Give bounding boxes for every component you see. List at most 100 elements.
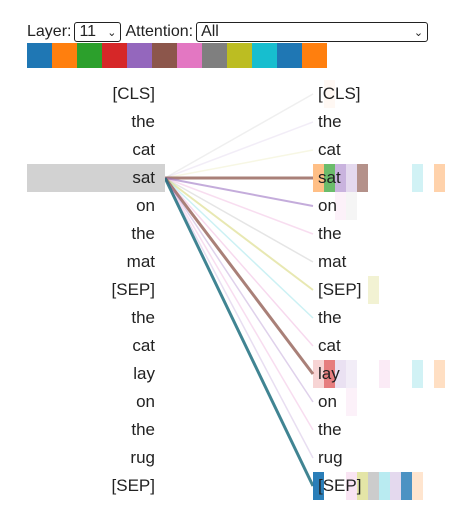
- left-token-text: lay: [133, 364, 155, 383]
- attention-line: [164, 177, 314, 319]
- heat-cell: [412, 164, 423, 192]
- layer-label: Layer:: [27, 23, 72, 40]
- right-token[interactable]: on: [313, 388, 473, 416]
- right-token[interactable]: cat: [313, 332, 473, 360]
- attention-line: [164, 177, 314, 403]
- head-swatch-10[interactable]: [277, 43, 302, 68]
- heat-cell: [379, 360, 390, 388]
- attention-heat-row: [313, 360, 473, 388]
- head-color-swatches: [27, 43, 327, 68]
- attention-line: [164, 177, 314, 207]
- head-swatch-7[interactable]: [202, 43, 227, 68]
- attention-heat-row: [313, 164, 473, 192]
- left-token[interactable]: on: [27, 388, 165, 416]
- attention-line: [163, 177, 315, 487]
- attention-line: [164, 177, 314, 347]
- heat-cell: [357, 164, 368, 192]
- heat-cell: [390, 472, 401, 500]
- right-token[interactable]: the: [313, 304, 473, 332]
- right-token-text: the: [318, 112, 342, 131]
- head-swatch-8[interactable]: [227, 43, 252, 68]
- attention-line: [164, 177, 314, 291]
- heat-cell: [324, 360, 335, 388]
- left-token-text: the: [131, 308, 155, 327]
- left-token[interactable]: [SEP]: [27, 276, 165, 304]
- attention-line: [163, 177, 315, 375]
- left-token[interactable]: the: [27, 304, 165, 332]
- heat-cell: [335, 164, 346, 192]
- heat-cell: [313, 164, 324, 192]
- attention-heat-row: [313, 192, 473, 220]
- chevron-down-icon: ⌄: [107, 25, 117, 39]
- right-token-text: on: [318, 196, 337, 215]
- attention-line: [164, 177, 314, 235]
- left-token-text: cat: [132, 140, 155, 159]
- left-token-text: the: [131, 420, 155, 439]
- head-swatch-4[interactable]: [127, 43, 152, 68]
- right-token-text: mat: [318, 252, 347, 271]
- right-token[interactable]: the: [313, 416, 473, 444]
- right-token-text: [SEP]: [318, 280, 362, 299]
- right-token-text: the: [318, 420, 342, 439]
- head-swatch-9[interactable]: [252, 43, 277, 68]
- left-token-text: the: [131, 224, 155, 243]
- heat-cell: [357, 472, 368, 500]
- heat-cell: [324, 164, 335, 192]
- right-token[interactable]: cat: [313, 136, 473, 164]
- left-token-column: [CLS] the cat sat on the mat [SEP] the cat lay on th…: [27, 80, 165, 500]
- layer-select-value: 11: [79, 23, 97, 40]
- left-token[interactable]: the: [27, 220, 165, 248]
- head-swatch-0[interactable]: [27, 43, 52, 68]
- right-token[interactable]: mat: [313, 248, 473, 276]
- layer-select[interactable]: 11 ⌄: [74, 22, 122, 42]
- right-token[interactable]: [SEP]: [313, 472, 473, 500]
- right-token-text: the: [318, 308, 342, 327]
- head-swatch-1[interactable]: [52, 43, 77, 68]
- attention-line: [164, 149, 314, 179]
- head-swatch-2[interactable]: [77, 43, 102, 68]
- head-swatch-5[interactable]: [152, 43, 177, 68]
- left-token[interactable]: on: [27, 192, 165, 220]
- left-token-text: [SEP]: [111, 280, 155, 299]
- attention-heat-row: [313, 472, 473, 500]
- heat-cell: [346, 360, 357, 388]
- attention-line: [164, 177, 314, 459]
- right-token-text: cat: [318, 140, 341, 159]
- left-token[interactable]: the: [27, 416, 165, 444]
- left-token[interactable]: mat: [27, 248, 165, 276]
- left-token[interactable]: sat: [27, 164, 165, 192]
- controls-bar: Layer: 11 ⌄ Attention: All ⌄: [27, 21, 429, 43]
- head-swatch-3[interactable]: [102, 43, 127, 68]
- attention-line: [164, 177, 314, 431]
- left-token-text: [CLS]: [112, 84, 155, 103]
- right-token-text: [CLS]: [318, 84, 361, 103]
- right-token[interactable]: [SEP]: [313, 276, 473, 304]
- right-token-text: lay: [318, 364, 340, 383]
- right-token[interactable]: sat: [313, 164, 473, 192]
- attention-line: [164, 177, 314, 263]
- left-token[interactable]: [SEP]: [27, 472, 165, 500]
- left-token-text: on: [136, 196, 155, 215]
- right-token[interactable]: lay: [313, 360, 473, 388]
- left-token[interactable]: [CLS]: [27, 80, 165, 108]
- left-token[interactable]: the: [27, 108, 165, 136]
- right-token[interactable]: rug: [313, 444, 473, 472]
- heat-cell: [368, 276, 379, 304]
- left-token[interactable]: cat: [27, 332, 165, 360]
- head-swatch-6[interactable]: [177, 43, 202, 68]
- heat-cell: [379, 472, 390, 500]
- attention-select-value: All: [201, 23, 219, 40]
- left-token[interactable]: rug: [27, 444, 165, 472]
- right-token-text: on: [318, 392, 337, 411]
- right-token[interactable]: [CLS]: [313, 80, 473, 108]
- left-token[interactable]: cat: [27, 136, 165, 164]
- head-swatch-11[interactable]: [302, 43, 327, 68]
- right-token[interactable]: the: [313, 220, 473, 248]
- right-token-text: rug: [318, 448, 343, 467]
- attention-select[interactable]: All ⌄: [196, 22, 429, 42]
- heat-cell: [335, 360, 346, 388]
- right-token[interactable]: on: [313, 192, 473, 220]
- heat-cell: [434, 360, 445, 388]
- left-token[interactable]: lay: [27, 360, 165, 388]
- right-token[interactable]: the: [313, 108, 473, 136]
